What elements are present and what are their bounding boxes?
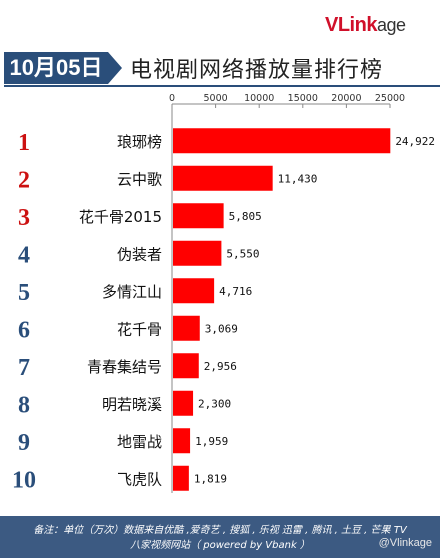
bar-value-label: 2,300	[198, 397, 231, 410]
bar	[173, 203, 224, 229]
bar	[173, 278, 215, 304]
bar-category-label: 琅琊榜	[117, 133, 162, 151]
bar-value-label: 4,716	[219, 285, 252, 298]
bar-category-label: 花千骨2015	[79, 208, 162, 226]
bar	[173, 353, 199, 379]
bar-value-label: 5,550	[226, 247, 259, 260]
bar	[173, 240, 222, 266]
rank-number: 10	[12, 467, 36, 493]
bar-category-label: 花千骨	[117, 320, 162, 338]
rank-number: 4	[18, 242, 30, 268]
bar-value-label: 1,959	[195, 435, 228, 448]
rank-number: 1	[18, 130, 30, 156]
footer-note-line2: 八家视频网站（ powered by Vbank ）	[130, 540, 310, 551]
footer-note-line1: 备注：单位（万次）数据来自优酷 ,爱奇艺 , 搜狐 , 乐视 迅雷 , 腾讯 ,…	[33, 525, 407, 536]
rank-number: 8	[18, 392, 30, 418]
rank-number: 6	[18, 317, 30, 343]
bar-category-label: 地雷战	[117, 433, 162, 451]
bar	[173, 428, 191, 454]
bar	[173, 165, 273, 191]
footer-note: 备注：单位（万次）数据来自优酷 ,爱奇艺 , 搜狐 , 乐视 迅雷 , 腾讯 ,…	[0, 516, 440, 558]
x-tick-label: 15000	[288, 93, 318, 104]
bar-category-label: 伪装者	[117, 245, 162, 263]
bar-value-label: 2,956	[204, 360, 237, 373]
bar	[173, 390, 194, 416]
page-title: 电视剧网络播放量排行榜	[130, 58, 384, 83]
rank-number: 9	[18, 430, 30, 456]
bar-value-label: 11,430	[278, 172, 318, 185]
bar-value-label: 5,805	[229, 210, 262, 223]
bar-value-label: 1,819	[194, 472, 227, 485]
x-tick-label: 0	[169, 93, 175, 104]
vlinkage-logo: VLinkage	[325, 14, 406, 36]
ranking-bar-chart: 0 5000 10000 15000 20000 25000 1 琅琊榜 24,922 2 云中歌 1…	[12, 93, 435, 493]
rank-number: 7	[18, 355, 30, 381]
bar	[173, 128, 391, 154]
title-divider	[4, 85, 440, 87]
bar-category-label: 青春集结号	[87, 358, 162, 376]
bar-category-label: 云中歌	[117, 170, 162, 188]
date-badge: 10月05日	[4, 52, 122, 84]
rank-number: 2	[18, 167, 30, 193]
bar	[173, 465, 189, 491]
x-tick-label: 20000	[331, 93, 361, 104]
rank-number: 3	[18, 205, 30, 231]
bar-category-label: 飞虎队	[117, 470, 162, 488]
x-tick-label: 10000	[244, 93, 274, 104]
bar-value-label: 24,922	[395, 135, 435, 148]
x-tick-label: 5000	[204, 93, 228, 104]
bar	[173, 315, 200, 341]
watermark: @Vlinkage	[378, 537, 432, 549]
bar-category-label: 明若晓溪	[102, 395, 162, 413]
bar-value-label: 3,069	[205, 322, 238, 335]
x-tick-label: 25000	[375, 93, 405, 104]
rank-number: 5	[18, 280, 30, 306]
bar-category-label: 多情江山	[102, 283, 162, 301]
